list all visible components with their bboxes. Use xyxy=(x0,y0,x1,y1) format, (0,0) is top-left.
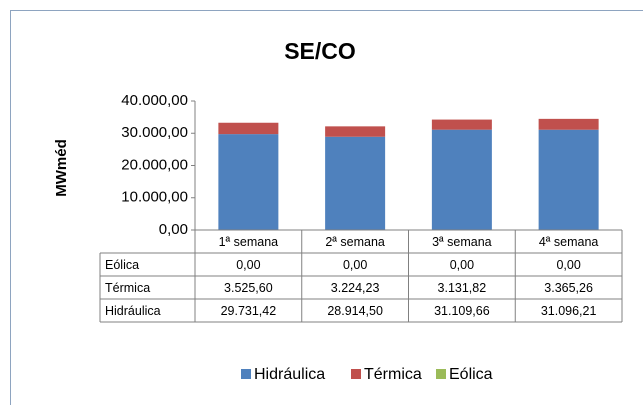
table-row-label: Térmica xyxy=(105,281,150,295)
y-axis-label: MWméd xyxy=(53,139,70,197)
bar-segment xyxy=(218,122,279,135)
legend-label: Térmica xyxy=(364,366,422,383)
x-tick-label: 4ª semana xyxy=(539,235,599,249)
table-row-label: Hidráulica xyxy=(105,304,161,318)
table-row-label: Eólica xyxy=(105,258,139,272)
bar-segment xyxy=(431,129,492,230)
y-tick-label: 20.000,00 xyxy=(121,156,188,173)
y-tick-label: 40.000,00 xyxy=(121,92,188,109)
table-cell: 0,00 xyxy=(343,258,367,272)
legend-swatch xyxy=(436,369,446,379)
x-tick-label: 2ª semana xyxy=(325,235,385,249)
table-cell: 3.224,23 xyxy=(331,281,380,295)
legend-swatch xyxy=(351,369,361,379)
bar-segment xyxy=(538,129,599,230)
table-cell: 29.731,42 xyxy=(221,304,277,318)
y-tick-label: 0,00 xyxy=(159,221,188,238)
y-tick-label: 30.000,00 xyxy=(121,124,188,141)
table-cell: 0,00 xyxy=(556,258,580,272)
bar-segment xyxy=(431,119,492,130)
bar-segment xyxy=(538,118,599,130)
legend-swatch xyxy=(241,369,251,379)
table-cell: 3.131,82 xyxy=(438,281,487,295)
x-tick-label: 1ª semana xyxy=(219,235,279,249)
table-cell: 0,00 xyxy=(450,258,474,272)
x-tick-label: 3ª semana xyxy=(432,235,492,249)
y-tick-label: 10.000,00 xyxy=(121,189,188,206)
bar-segment xyxy=(325,136,386,230)
table-cell: 28.914,50 xyxy=(327,304,383,318)
table-cell: 31.109,66 xyxy=(434,304,490,318)
chart-title: SE/CO xyxy=(284,38,356,64)
table-cell: 3.365,26 xyxy=(544,281,593,295)
table-cell: 3.525,60 xyxy=(224,281,273,295)
table-cell: 0,00 xyxy=(236,258,260,272)
legend-label: Hidráulica xyxy=(254,366,325,383)
bar-segment xyxy=(325,126,386,137)
legend-label: Eólica xyxy=(449,366,493,383)
bar-segment xyxy=(218,134,279,230)
table-cell: 31.096,21 xyxy=(541,304,597,318)
